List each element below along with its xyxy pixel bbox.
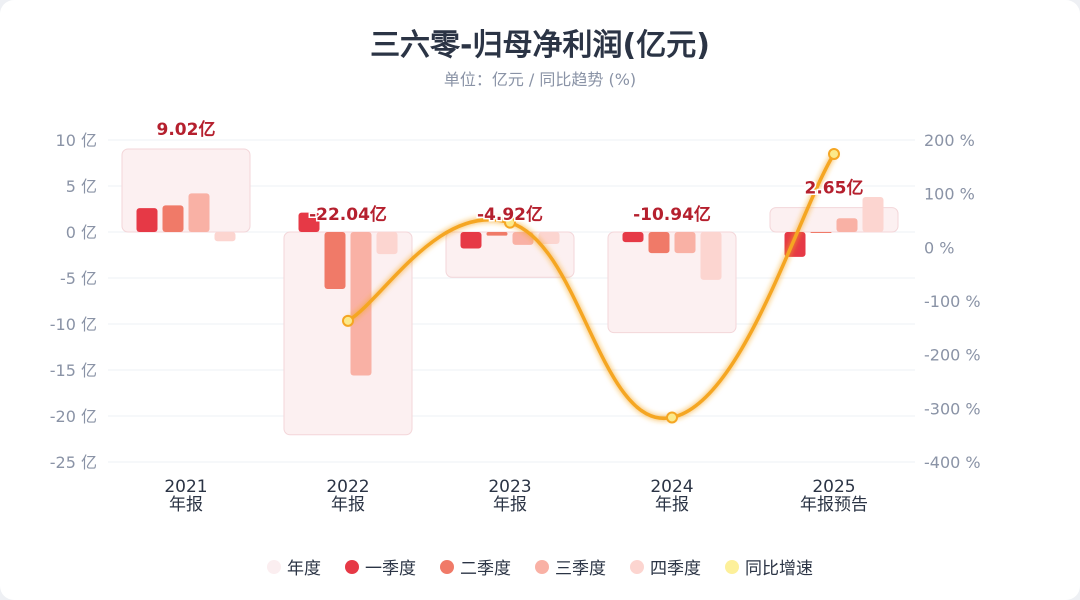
- x-tick-tag: 年报预告: [800, 495, 868, 515]
- annual-value-label: -10.94亿: [633, 204, 711, 225]
- bar-q3: [350, 232, 372, 376]
- bar-q3: [188, 193, 210, 232]
- yoy-line-path: [346, 152, 836, 420]
- x-tick-year: 2022: [326, 477, 369, 497]
- y-left-tick-label: -10 亿: [50, 315, 97, 334]
- bar-q2: [324, 232, 346, 290]
- x-tick-tag: 年报: [331, 495, 365, 515]
- legend-label-q3: 三季度: [555, 559, 606, 579]
- bar-q2: [486, 232, 508, 236]
- x-tick-year: 2024: [650, 477, 693, 497]
- legend-item-q3[interactable]: 三季度: [535, 554, 606, 579]
- legend-swatch-annual: [267, 559, 281, 574]
- bar-q1: [622, 232, 644, 243]
- bar-q3: [674, 232, 696, 254]
- annual-boxes: [121, 148, 899, 436]
- annual-value-label: 9.02亿: [157, 119, 216, 140]
- y-left-tick-label: -20 亿: [50, 407, 97, 426]
- x-tick-tag: 年报: [655, 495, 689, 515]
- legend-swatch-q3: [535, 559, 549, 574]
- annual-box: [283, 231, 413, 436]
- bar-q3: [512, 232, 534, 245]
- yoy-point: [342, 314, 354, 327]
- quarter-bars: [136, 193, 884, 376]
- yoy-point: [666, 411, 678, 424]
- bar-q4: [862, 197, 884, 232]
- legend-item-annual[interactable]: 年度: [267, 554, 321, 579]
- y-right-tick-label: 200 %: [924, 131, 975, 150]
- annual-value-label: -4.92亿: [477, 204, 543, 225]
- x-tick-year: 2021: [164, 477, 207, 497]
- grid-lines: [108, 139, 915, 463]
- y-left-tick-label: -25 亿: [50, 453, 97, 472]
- chart-subtitle: 单位：亿元 / 同比趋势 (%): [443, 70, 637, 89]
- legend-swatch-q4: [630, 559, 644, 574]
- axes: 10 亿 5 亿 0 亿 -5 亿 -10 亿 -15 亿 -20 亿 -25 亿 200 % 1…: [50, 131, 981, 515]
- y-left-tick-label: 10 亿: [56, 131, 97, 150]
- legend-label-q2: 二季度: [460, 559, 511, 579]
- yoy-line: [342, 147, 840, 424]
- bar-q1: [298, 212, 320, 232]
- y-right-tick-label: -300 %: [924, 399, 981, 418]
- x-tick-year: 2023: [488, 477, 531, 497]
- chart-title: 三六零-归母净利润(亿元): [370, 28, 710, 63]
- bar-q4: [538, 232, 560, 244]
- yoy-point: [828, 147, 840, 160]
- bar-q4: [214, 232, 236, 242]
- legend-swatch-q2: [440, 559, 454, 574]
- legend-swatch-yoy: [725, 559, 739, 574]
- legend-item-q1[interactable]: 一季度: [345, 554, 416, 579]
- y-right-tick-label: 100 %: [924, 185, 975, 204]
- legend-label-q1: 一季度: [365, 559, 416, 579]
- legend: 年度 一季度 二季度 三季度 四季度 同比增速: [0, 554, 1080, 579]
- y-left-tick-label: 0 亿: [66, 223, 97, 242]
- y-right-tick-label: -200 %: [924, 346, 981, 365]
- legend-label-annual: 年度: [287, 559, 321, 579]
- bar-q1: [460, 232, 482, 249]
- annual-value-label: -22.04亿: [309, 204, 387, 225]
- legend-item-q2[interactable]: 二季度: [440, 554, 511, 579]
- bar-q2: [162, 205, 184, 232]
- y-right-tick-label: -100 %: [924, 292, 981, 311]
- y-right-tick-label: 0 %: [924, 238, 954, 257]
- legend-item-q4[interactable]: 四季度: [630, 554, 701, 579]
- x-tick-year: 2025: [812, 477, 855, 497]
- y-right-tick-label: -400 %: [924, 453, 981, 472]
- x-tick-tag: 年报: [493, 495, 527, 515]
- legend-swatch-q1: [345, 559, 359, 574]
- bar-q2: [810, 232, 832, 233]
- legend-item-yoy[interactable]: 同比增速: [725, 554, 813, 579]
- annual-labels: 9.02亿 -22.04亿 -4.92亿 -10.94亿 2.65亿: [155, 118, 865, 227]
- y-left-tick-label: -15 亿: [50, 361, 97, 380]
- x-tick-tag: 年报: [169, 495, 203, 515]
- bar-q2: [648, 232, 670, 254]
- bar-q3: [836, 218, 858, 232]
- y-left-tick-label: -5 亿: [60, 269, 97, 288]
- y-left-tick-label: 5 亿: [66, 177, 97, 196]
- legend-label-q4: 四季度: [650, 559, 701, 579]
- legend-label-yoy: 同比增速: [745, 559, 813, 579]
- bar-q4: [376, 232, 398, 255]
- bar-q4: [700, 232, 722, 280]
- yoy-point: [504, 216, 516, 229]
- bar-q1: [136, 208, 158, 232]
- annual-value-label: 2.65亿: [805, 178, 864, 199]
